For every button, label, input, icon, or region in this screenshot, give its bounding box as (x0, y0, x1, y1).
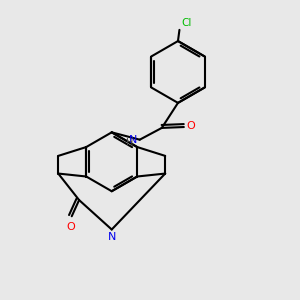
Text: N: N (107, 232, 116, 242)
Text: O: O (187, 122, 196, 131)
Text: Cl: Cl (181, 18, 192, 28)
Text: N: N (129, 135, 137, 145)
Text: O: O (66, 222, 75, 232)
Text: H: H (126, 138, 133, 148)
